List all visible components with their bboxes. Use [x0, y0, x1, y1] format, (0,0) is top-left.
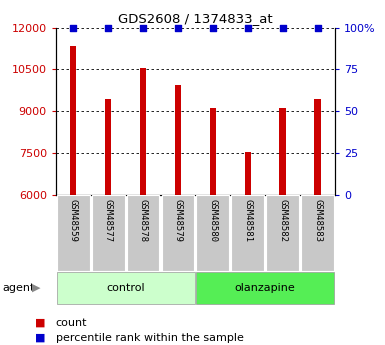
Text: GSM48580: GSM48580 [208, 199, 218, 242]
Bar [57, 195, 90, 271]
Point [105, 25, 111, 30]
Bar [140, 68, 146, 195]
Point [244, 25, 251, 30]
Text: GSM48579: GSM48579 [173, 199, 182, 242]
Bar [70, 46, 76, 195]
Text: olanzapine: olanzapine [235, 283, 296, 293]
Bar [244, 152, 251, 195]
Text: GSM48578: GSM48578 [139, 199, 147, 242]
Text: GSM48577: GSM48577 [104, 199, 113, 242]
Text: count: count [56, 318, 87, 327]
Bar [266, 195, 299, 271]
Text: GSM48559: GSM48559 [69, 199, 78, 242]
Point [175, 25, 181, 30]
Text: ■: ■ [35, 333, 45, 343]
Point [315, 25, 321, 30]
Text: agent: agent [2, 283, 34, 293]
Bar [92, 195, 125, 271]
Title: GDS2608 / 1374833_at: GDS2608 / 1374833_at [118, 12, 273, 25]
Bar [280, 108, 286, 195]
Point [210, 25, 216, 30]
Point [70, 25, 76, 30]
Point [280, 25, 286, 30]
Bar [315, 99, 321, 195]
Text: ▶: ▶ [32, 283, 41, 293]
Text: GSM48582: GSM48582 [278, 199, 287, 242]
Bar [210, 108, 216, 195]
Bar [196, 195, 229, 271]
Bar [57, 272, 195, 304]
Bar [196, 272, 334, 304]
Bar [162, 195, 194, 271]
Point [140, 25, 146, 30]
Text: GSM48583: GSM48583 [313, 199, 322, 242]
Bar [127, 195, 159, 271]
Text: control: control [106, 283, 145, 293]
Text: ■: ■ [35, 318, 45, 327]
Bar [301, 195, 334, 271]
Bar [175, 85, 181, 195]
Bar [105, 99, 111, 195]
Bar [231, 195, 264, 271]
Text: GSM48581: GSM48581 [243, 199, 252, 242]
Text: percentile rank within the sample: percentile rank within the sample [56, 333, 244, 343]
